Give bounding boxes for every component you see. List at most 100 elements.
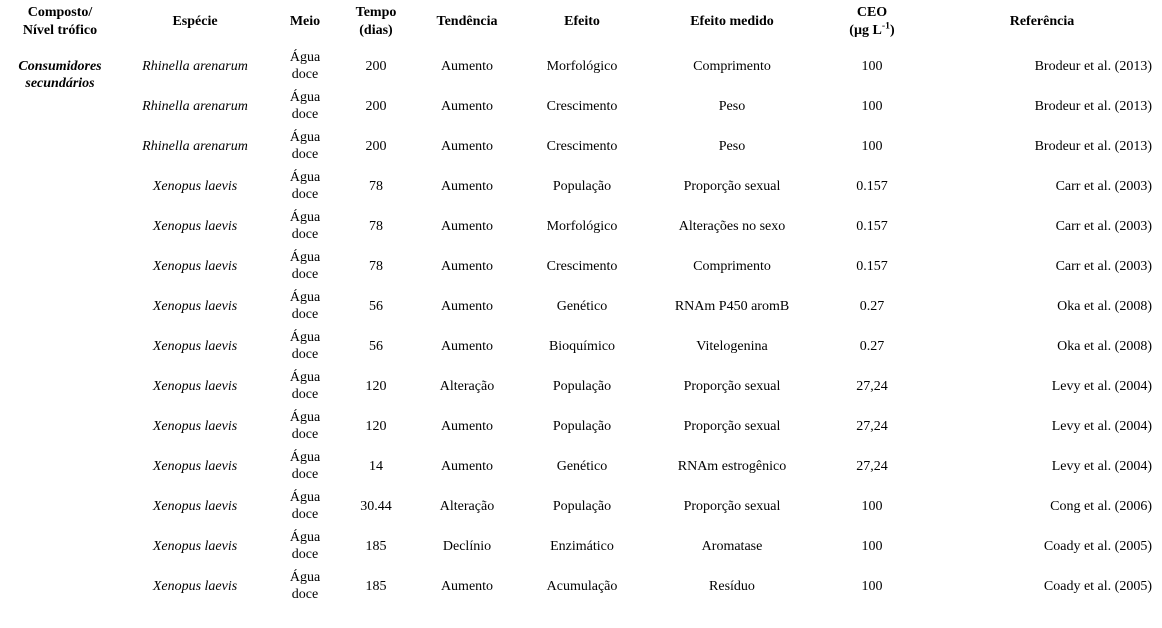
cell-tempo: 30.44	[340, 487, 412, 527]
cell-meio: Águadoce	[270, 447, 340, 487]
cell-tempo: 56	[340, 327, 412, 367]
cell-efeito: Morfológico	[522, 47, 642, 87]
col-label: Meio	[276, 13, 334, 31]
table-row: Rhinella arenarumÁguadoce200AumentoCresc…	[0, 87, 1162, 127]
cell-efeito: Crescimento	[522, 127, 642, 167]
cell-efeito-medido: Alterações no sexo	[642, 207, 822, 247]
cell-tempo: 78	[340, 167, 412, 207]
group-label-text: Consumidores	[6, 59, 114, 76]
table-row: ConsumidoressecundáriosRhinella arenarum…	[0, 47, 1162, 87]
cell-efeito-medido: Peso	[642, 127, 822, 167]
cell-tempo: 78	[340, 247, 412, 287]
cell-tempo: 200	[340, 47, 412, 87]
cell-referencia: Brodeur et al. (2013)	[922, 47, 1162, 87]
cell-text: doce	[276, 307, 334, 324]
cell-meio: Águadoce	[270, 287, 340, 327]
cell-tendencia: Aumento	[412, 207, 522, 247]
cell-meio: Águadoce	[270, 527, 340, 567]
col-especie: Espécie	[120, 0, 270, 47]
col-label: Efeito	[528, 13, 636, 31]
col-composto: Composto/ Nível trófico	[0, 0, 120, 47]
cell-tendencia: Aumento	[412, 167, 522, 207]
cell-ceo: 100	[822, 487, 922, 527]
cell-text: doce	[276, 467, 334, 484]
cell-tempo: 200	[340, 87, 412, 127]
cell-ceo: 0.157	[822, 167, 922, 207]
cell-tempo: 185	[340, 527, 412, 567]
cell-especie: Xenopus laevis	[120, 447, 270, 487]
col-label: Espécie	[126, 13, 264, 31]
cell-text: doce	[276, 227, 334, 244]
cell-efeito: Bioquímico	[522, 327, 642, 367]
cell-efeito-medido: RNAm P450 aromB	[642, 287, 822, 327]
cell-especie: Xenopus laevis	[120, 527, 270, 567]
cell-text: Água	[276, 170, 334, 187]
col-ceo: CEO (µg L-1)	[822, 0, 922, 47]
cell-ceo: 0.27	[822, 327, 922, 367]
cell-meio: Águadoce	[270, 567, 340, 607]
col-label: CEO	[828, 4, 916, 22]
cell-text: doce	[276, 427, 334, 444]
cell-ceo: 100	[822, 127, 922, 167]
data-table: Composto/ Nível trófico Espécie Meio Tem…	[0, 0, 1162, 607]
cell-efeito: Morfológico	[522, 207, 642, 247]
table-row: Xenopus laevisÁguadoce78AumentoCrescimen…	[0, 247, 1162, 287]
cell-especie: Xenopus laevis	[120, 207, 270, 247]
cell-tempo: 185	[340, 567, 412, 607]
cell-text: doce	[276, 267, 334, 284]
cell-tempo: 56	[340, 287, 412, 327]
cell-tendencia: Aumento	[412, 47, 522, 87]
col-efeito: Efeito	[522, 0, 642, 47]
table-row: Xenopus laevisÁguadoce56AumentoGenéticoR…	[0, 287, 1162, 327]
cell-text: Água	[276, 570, 334, 587]
group-label-text: secundários	[6, 76, 114, 93]
cell-especie: Xenopus laevis	[120, 407, 270, 447]
cell-text: Água	[276, 370, 334, 387]
cell-text: Água	[276, 130, 334, 147]
cell-efeito: População	[522, 487, 642, 527]
cell-referencia: Levy et al. (2004)	[922, 367, 1162, 407]
cell-referencia: Carr et al. (2003)	[922, 167, 1162, 207]
cell-referencia: Brodeur et al. (2013)	[922, 127, 1162, 167]
col-label: (dias)	[346, 22, 406, 40]
cell-efeito: População	[522, 407, 642, 447]
table-row: Xenopus laevisÁguadoce120AlteraçãoPopula…	[0, 367, 1162, 407]
cell-referencia: Carr et al. (2003)	[922, 207, 1162, 247]
cell-efeito: População	[522, 167, 642, 207]
cell-tendencia: Aumento	[412, 567, 522, 607]
cell-text: doce	[276, 67, 334, 84]
cell-tendencia: Alteração	[412, 487, 522, 527]
cell-ceo: 0.157	[822, 207, 922, 247]
cell-text: doce	[276, 507, 334, 524]
cell-meio: Águadoce	[270, 47, 340, 87]
col-meio: Meio	[270, 0, 340, 47]
table-row: Xenopus laevisÁguadoce120AumentoPopulaçã…	[0, 407, 1162, 447]
cell-ceo: 27,24	[822, 367, 922, 407]
cell-efeito: Crescimento	[522, 87, 642, 127]
cell-tendencia: Aumento	[412, 287, 522, 327]
cell-tempo: 200	[340, 127, 412, 167]
table-row: Xenopus laevisÁguadoce30.44AlteraçãoPopu…	[0, 487, 1162, 527]
cell-referencia: Levy et al. (2004)	[922, 447, 1162, 487]
col-label: Referência	[928, 13, 1156, 31]
cell-tempo: 120	[340, 367, 412, 407]
cell-text: doce	[276, 187, 334, 204]
cell-meio: Águadoce	[270, 327, 340, 367]
cell-ceo: 27,24	[822, 407, 922, 447]
cell-efeito-medido: RNAm estrogênico	[642, 447, 822, 487]
table-row: Xenopus laevisÁguadoce78AumentoMorfológi…	[0, 207, 1162, 247]
cell-especie: Xenopus laevis	[120, 327, 270, 367]
cell-ceo: 27,24	[822, 447, 922, 487]
cell-efeito: Enzimático	[522, 527, 642, 567]
cell-meio: Águadoce	[270, 87, 340, 127]
cell-text: doce	[276, 587, 334, 604]
cell-efeito: Genético	[522, 447, 642, 487]
col-tendencia: Tendência	[412, 0, 522, 47]
cell-efeito-medido: Peso	[642, 87, 822, 127]
col-label: Efeito medido	[648, 13, 816, 31]
cell-text: doce	[276, 107, 334, 124]
cell-referencia: Oka et al. (2008)	[922, 287, 1162, 327]
cell-text: doce	[276, 147, 334, 164]
cell-referencia: Coady et al. (2005)	[922, 567, 1162, 607]
cell-text: doce	[276, 387, 334, 404]
